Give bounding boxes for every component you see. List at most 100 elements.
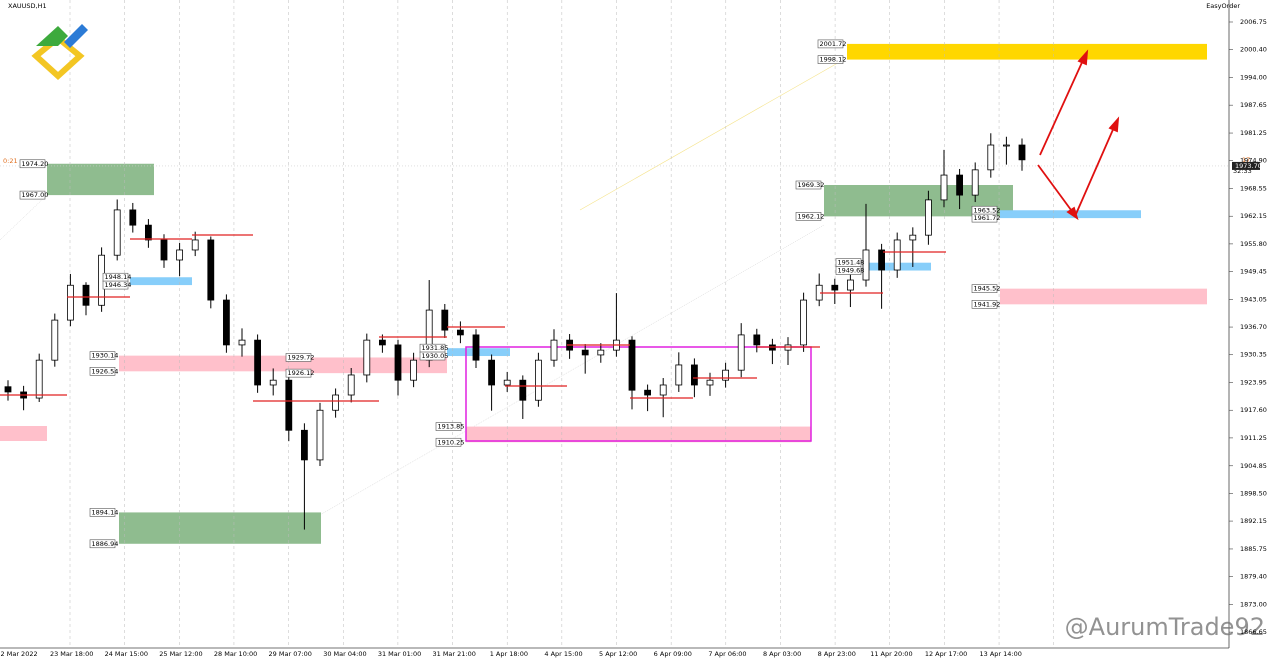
candle-body <box>628 339 636 391</box>
candle-body <box>675 364 683 386</box>
range-box <box>465 346 812 442</box>
marker: 17 <box>1242 156 1250 164</box>
zone-label: 1949.68 <box>838 267 865 275</box>
trend-line <box>579 59 844 211</box>
zone-label-box <box>19 159 46 169</box>
x-tick-label: 30 Mar 04:00 <box>323 650 366 658</box>
y-tick-label: 1949.45 <box>1240 268 1267 276</box>
zone-label: 1948.14 <box>105 273 132 281</box>
zone-label: 1941.92 <box>974 300 1001 308</box>
zone-label-box <box>89 367 116 376</box>
candle-body <box>862 249 870 281</box>
candle-body <box>51 319 59 361</box>
y-tick-label: 1898.50 <box>1240 489 1267 497</box>
watermark: @AurumTrade92 <box>1065 613 1265 641</box>
zone <box>847 43 1207 60</box>
zone-label: 1931.85 <box>422 344 449 352</box>
zone-label-box <box>971 213 998 223</box>
zone-label-box <box>817 55 844 64</box>
candle-body <box>488 359 496 386</box>
candle-body <box>940 174 948 201</box>
arrow <box>1037 164 1075 215</box>
candle-body <box>1003 144 1010 147</box>
zone-label: 1894.14 <box>92 508 119 516</box>
candle-body <box>737 334 745 371</box>
zone-label: 1967.00 <box>22 191 49 199</box>
candle-body <box>332 394 340 411</box>
x-tick-label: 29 Mar 07:00 <box>269 650 312 658</box>
y-tick-label: 1892.15 <box>1240 517 1267 525</box>
candle-body <box>378 339 386 346</box>
candle-body <box>394 344 402 381</box>
candle-body <box>238 339 246 346</box>
zone-label: 1974.20 <box>22 160 49 168</box>
candle-body <box>503 379 511 386</box>
trend-line <box>0 194 48 241</box>
zone-label-box <box>89 539 116 549</box>
x-tick-label: 11 Apr 20:00 <box>870 650 912 658</box>
y-tick-label: 1873.00 <box>1240 600 1267 608</box>
candle-body <box>441 309 449 331</box>
trend-line <box>319 224 825 516</box>
y-tick-label: 1923.95 <box>1240 379 1267 387</box>
y-tick-label: 1974.90 <box>1240 157 1267 165</box>
x-tick-label: 4 Apr 15:00 <box>544 650 582 658</box>
arrow-head <box>1108 116 1120 133</box>
zone-label-box <box>971 300 998 309</box>
zone-label: 1963.52 <box>974 206 1001 214</box>
candle-body <box>269 379 277 386</box>
zones <box>47 43 1207 544</box>
zone-label-box <box>795 212 822 221</box>
zone-label: 1998.12 <box>820 56 847 64</box>
zone-label-box <box>435 422 462 431</box>
y-tick-label: 1930.35 <box>1240 351 1267 359</box>
zone-label-box <box>817 39 844 49</box>
zone-label: 1969.32 <box>798 181 825 189</box>
y-tick-label: 1987.65 <box>1240 101 1267 109</box>
zone-label: 1926.12 <box>288 369 315 377</box>
candle-body <box>300 429 308 461</box>
zone-label: 1929.72 <box>288 353 315 361</box>
zone-label-box <box>285 353 312 362</box>
candle-body <box>893 239 901 271</box>
candle-body <box>35 359 43 399</box>
zone <box>0 426 47 441</box>
zone-label-box <box>89 351 116 360</box>
y-tick-label: 1936.70 <box>1240 323 1267 331</box>
last-price-box <box>1232 161 1260 170</box>
zone <box>47 163 154 196</box>
candle-body <box>956 174 963 196</box>
x-tick-label: 31 Mar 21:00 <box>432 650 475 658</box>
candle-body <box>753 334 761 346</box>
candle-body <box>831 284 839 291</box>
y-tick-label: 1968.55 <box>1240 184 1267 192</box>
zone-label: 1910.25 <box>438 438 465 446</box>
y-tick-label: 1879.40 <box>1240 573 1267 581</box>
candle-body <box>176 249 184 261</box>
candle-body <box>316 409 324 461</box>
candle-body <box>659 384 667 396</box>
zone-label: 2001.72 <box>820 40 847 48</box>
x-tick-label: 13 Apr 14:00 <box>980 650 1022 658</box>
y-tick-label: 1981.25 <box>1240 129 1267 137</box>
candle-body <box>800 299 807 346</box>
x-tick-label: 12 Apr 17:00 <box>925 650 967 658</box>
zone-label: 1926.54 <box>92 367 119 375</box>
panel-label[interactable]: EasyOrder <box>1206 2 1240 10</box>
candle-body <box>971 169 979 196</box>
candle-body <box>535 359 542 401</box>
levels <box>0 234 946 402</box>
candle-body <box>878 249 885 271</box>
candle-body <box>925 199 932 236</box>
x-tick-label: 8 Apr 23:00 <box>818 650 856 658</box>
candle-body <box>597 349 605 356</box>
candle-body <box>691 364 698 386</box>
zone-label-box <box>285 368 312 378</box>
zone <box>130 277 192 286</box>
zone-label-box <box>795 180 822 190</box>
candle-body <box>160 239 168 261</box>
zone-label-box <box>435 437 462 447</box>
candle-body <box>410 359 418 381</box>
candle-body <box>847 279 854 291</box>
